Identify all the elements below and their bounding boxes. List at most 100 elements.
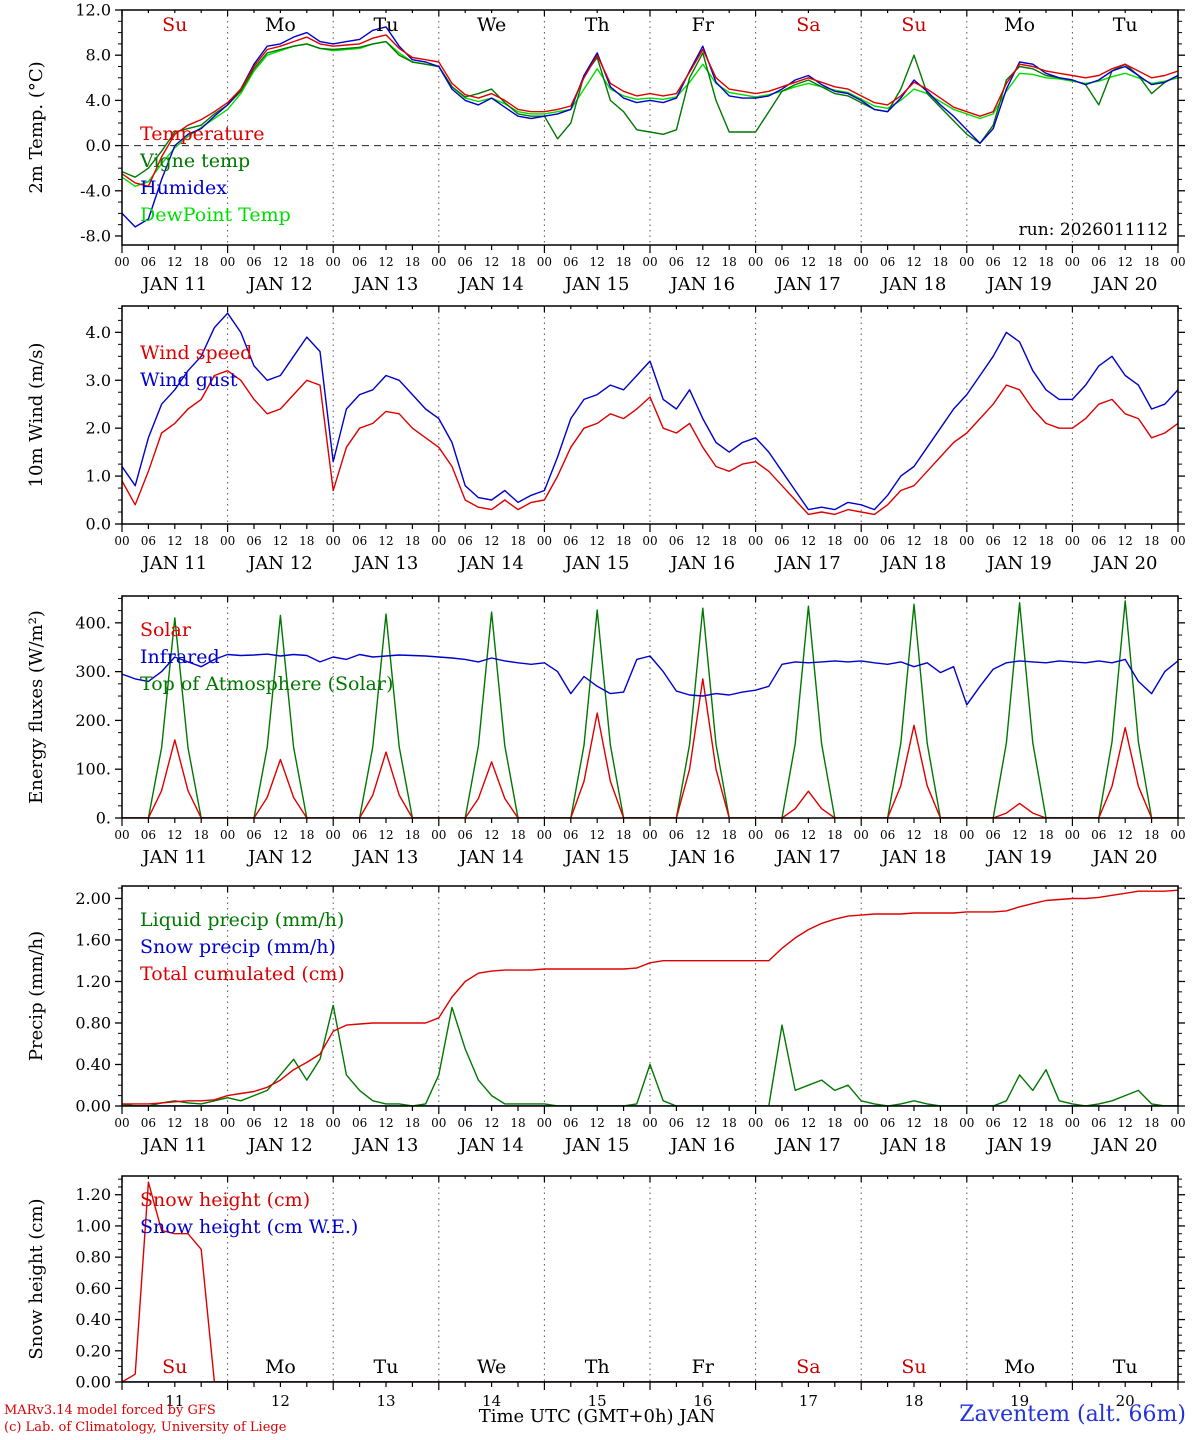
daynum-label: 19 — [1010, 1392, 1029, 1410]
hour-label: 18 — [405, 255, 420, 269]
day-label: JAN 15 — [563, 1135, 630, 1156]
day-label: JAN 14 — [457, 847, 524, 868]
day-label: JAN 19 — [985, 553, 1052, 574]
series-line — [122, 600, 1178, 818]
hour-label: 12 — [906, 828, 921, 842]
hour-label: 12 — [1118, 534, 1133, 548]
hour-label: 00 — [1170, 828, 1185, 842]
day-label: JAN 17 — [774, 1135, 841, 1156]
series-line — [122, 1004, 1178, 1106]
hour-label: 18 — [1144, 534, 1159, 548]
tick-label: 0.20 — [75, 1341, 111, 1360]
hour-label: 12 — [273, 1116, 288, 1130]
hour-label: 06 — [563, 534, 578, 548]
day-label: JAN 19 — [985, 847, 1052, 868]
dow: We — [477, 14, 506, 36]
dow: Fr — [692, 1356, 715, 1378]
hour-label: 12 — [590, 828, 605, 842]
tick-label: 4.0 — [86, 323, 111, 342]
hour-label: 00 — [748, 828, 763, 842]
hour-label: 12 — [590, 255, 605, 269]
dow: Tu — [1113, 1356, 1138, 1378]
daynum-label: 12 — [271, 1392, 290, 1410]
hour-label: 12 — [167, 1116, 182, 1130]
hour-label: 06 — [1091, 828, 1106, 842]
hour-label: 12 — [906, 1116, 921, 1130]
legend: Liquid precip (mm/h) — [140, 909, 344, 931]
hour-label: 12 — [906, 534, 921, 548]
daynum-label: 18 — [904, 1392, 923, 1410]
hour-label: 12 — [801, 1116, 816, 1130]
series-line — [122, 653, 1178, 706]
daynum-label: 20 — [1116, 1392, 1135, 1410]
day-label: JAN 16 — [669, 274, 736, 295]
legend: Wind gust — [140, 369, 238, 391]
day-label: JAN 20 — [1091, 847, 1158, 868]
hour-label: 06 — [352, 1116, 367, 1130]
day-label: JAN 20 — [1091, 274, 1158, 295]
hour-label: 00 — [114, 828, 129, 842]
hour-label: 06 — [1091, 534, 1106, 548]
daynum-label: 14 — [482, 1392, 501, 1410]
precip-panel: 0.00 0.40 0.80 1.20 1.60 2.00 00 06 12 18 00 06 12 18… — [26, 885, 1186, 1156]
tick-label: 2.00 — [75, 889, 111, 908]
dow: We — [477, 1356, 506, 1378]
day-label: JAN 11 — [141, 1135, 208, 1156]
hour-label: 18 — [299, 534, 314, 548]
hour-label: 06 — [563, 1116, 578, 1130]
hour-label: 00 — [326, 1116, 341, 1130]
day-label: JAN 13 — [352, 847, 419, 868]
daynum-label: 16 — [693, 1392, 712, 1410]
dow: Su — [901, 1356, 926, 1378]
daynum-label: 13 — [376, 1392, 395, 1410]
day-label: JAN 19 — [985, 1135, 1052, 1156]
hour-label: 18 — [405, 1116, 420, 1130]
hour-label: 00 — [1170, 534, 1185, 548]
daynum-label: 15 — [588, 1392, 607, 1410]
hour-label: 12 — [378, 828, 393, 842]
legend: Temperature — [140, 123, 264, 145]
hour-label: 12 — [167, 828, 182, 842]
hour-label: 06 — [669, 255, 684, 269]
hour-label: 00 — [326, 828, 341, 842]
day-label: JAN 14 — [457, 274, 524, 295]
corner: run: 2026011112 — [1019, 220, 1168, 240]
hour-label: 00 — [748, 255, 763, 269]
hour-label: 06 — [986, 828, 1001, 842]
hour-label: 00 — [431, 828, 446, 842]
hour-label: 06 — [458, 1116, 473, 1130]
dow: Sa — [796, 14, 820, 36]
dow: Mo — [265, 14, 296, 36]
hour-label: 06 — [986, 534, 1001, 548]
hour-label: 00 — [642, 1116, 657, 1130]
hour-label: 12 — [590, 534, 605, 548]
hour-label: 06 — [669, 1116, 684, 1130]
hour-label: 18 — [933, 255, 948, 269]
hour-label: 12 — [484, 1116, 499, 1130]
hour-label: 18 — [1144, 255, 1159, 269]
hour-label: 18 — [299, 255, 314, 269]
hour-label: 12 — [695, 1116, 710, 1130]
hour-label: 06 — [669, 534, 684, 548]
hour-label: 18 — [194, 255, 209, 269]
day-label: JAN 14 — [457, 1135, 524, 1156]
hour-label: 00 — [642, 828, 657, 842]
hour-label: 12 — [484, 828, 499, 842]
series-line — [122, 312, 1178, 511]
hour-label: 00 — [326, 534, 341, 548]
hour-label: 12 — [167, 534, 182, 548]
hour-label: 18 — [1038, 255, 1053, 269]
hour-label: 00 — [220, 255, 235, 269]
day-label: JAN 11 — [141, 274, 208, 295]
dow: Th — [585, 14, 610, 36]
hour-label: 00 — [114, 1116, 129, 1130]
hour-label: 12 — [801, 534, 816, 548]
day-label: JAN 16 — [669, 1135, 736, 1156]
hour-label: 12 — [484, 534, 499, 548]
hour-label: 06 — [1091, 1116, 1106, 1130]
hour-label: 18 — [933, 828, 948, 842]
day-label: JAN 16 — [669, 847, 736, 868]
hour-label: 18 — [1144, 828, 1159, 842]
hour-label: 06 — [458, 534, 473, 548]
tick-label: 1.00 — [75, 1216, 111, 1235]
